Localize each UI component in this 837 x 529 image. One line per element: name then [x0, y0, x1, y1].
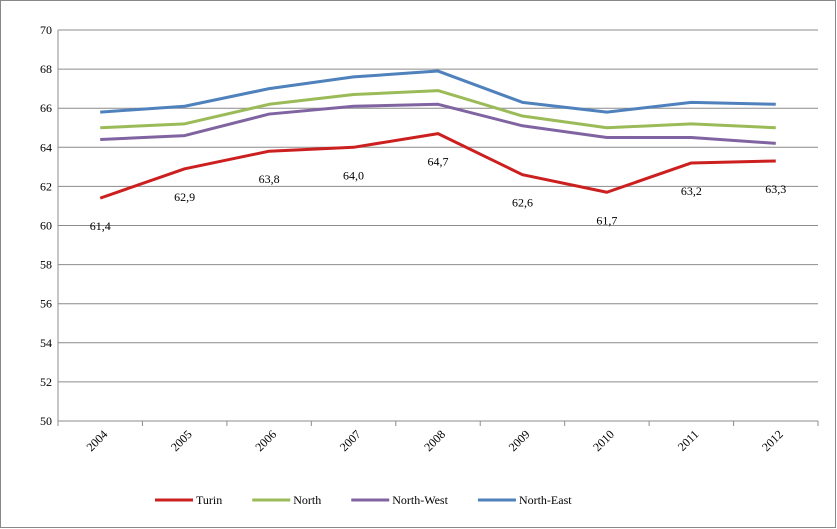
data-label: 64,0 — [343, 168, 364, 182]
y-tick-label: 52 — [40, 375, 52, 389]
y-tick-label: 60 — [40, 219, 52, 233]
data-label: 63,8 — [259, 172, 280, 186]
series-line — [99, 132, 776, 200]
data-label: 62,9 — [174, 190, 195, 204]
y-tick-label: 68 — [40, 62, 52, 76]
legend-label: North — [293, 493, 321, 507]
series-line — [100, 89, 776, 130]
data-label: 63,3 — [765, 182, 786, 196]
data-label: 64,7 — [428, 155, 449, 169]
data-label: 61,4 — [90, 219, 111, 233]
legend-label: North-West — [392, 493, 448, 507]
y-tick-label: 58 — [40, 258, 52, 272]
y-tick-label: 50 — [40, 414, 52, 428]
y-tick-label: 62 — [40, 179, 52, 193]
legend-label: North-East — [519, 493, 572, 507]
y-tick-label: 64 — [40, 140, 52, 154]
y-tick-label: 56 — [40, 297, 52, 311]
series-line — [100, 102, 776, 145]
y-tick-label: 54 — [40, 336, 52, 350]
y-tick-label: 70 — [40, 23, 52, 37]
data-label: 61,7 — [596, 213, 617, 227]
legend-label: Turin — [196, 493, 222, 507]
data-label: 63,2 — [681, 184, 702, 198]
y-tick-label: 66 — [40, 101, 52, 115]
data-label: 62,6 — [512, 196, 533, 210]
series-line — [100, 69, 776, 114]
